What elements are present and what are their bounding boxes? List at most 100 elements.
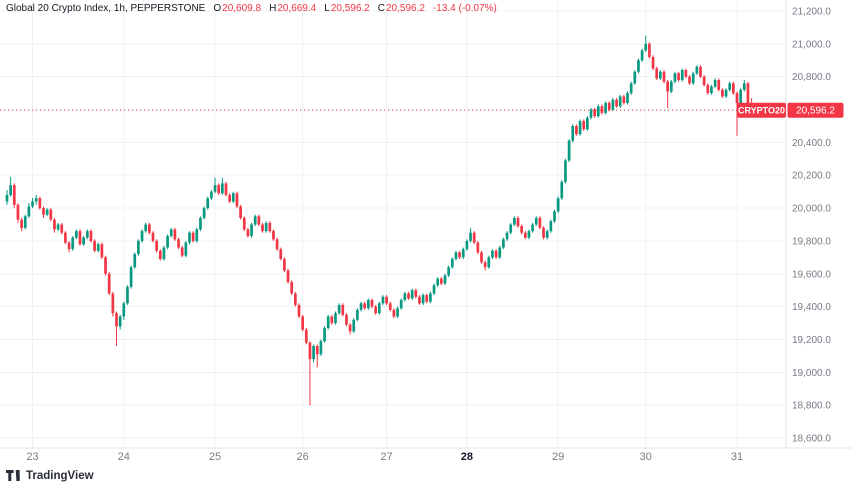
symbol-badge-text: CRYPTO20 — [738, 106, 785, 116]
candle-body — [461, 249, 465, 258]
candle-body — [494, 250, 498, 258]
candle-body — [242, 217, 246, 230]
candle-body — [9, 185, 12, 195]
candle-body — [374, 306, 377, 314]
candle-body — [319, 341, 323, 355]
candle-body — [651, 57, 655, 69]
candle-body — [472, 232, 476, 243]
time-axis[interactable]: 23 24 25 26 27 28 29 30 31 — [26, 451, 743, 463]
candle-body — [210, 191, 213, 199]
candle-body — [553, 211, 556, 222]
candle-body — [516, 217, 520, 227]
price-tick-label: 19,400.0 — [792, 302, 831, 313]
candle-body — [607, 103, 611, 110]
candle-body — [231, 193, 235, 202]
candle-body — [180, 247, 184, 256]
candle-body — [713, 80, 717, 87]
candle-body — [228, 194, 231, 202]
time-tick-label: 29 — [552, 451, 564, 463]
candle-body — [151, 232, 155, 241]
candle-body — [367, 300, 370, 309]
candle-body — [352, 319, 356, 332]
ohlc-close: C 20,596.2 — [378, 3, 425, 14]
candle-body — [425, 295, 429, 302]
candle-body — [217, 185, 221, 194]
candle-body — [89, 231, 93, 241]
candle-body — [82, 237, 85, 245]
candle-body — [290, 282, 294, 294]
candle-body — [684, 70, 688, 77]
candle-body — [42, 208, 45, 215]
candle-body — [480, 252, 483, 263]
candle-body — [699, 66, 702, 77]
candle-body — [137, 240, 140, 254]
candle-body — [432, 285, 436, 294]
candle-body — [403, 293, 407, 301]
candle-body — [688, 76, 691, 84]
candle-body — [429, 293, 432, 302]
candle-body — [392, 309, 396, 317]
price-tick-label: 18,600.0 — [792, 434, 831, 445]
candle-body — [615, 99, 618, 107]
candle-body — [235, 193, 239, 207]
price-tick-label: 18,800.0 — [792, 401, 831, 412]
gridlines — [0, 0, 786, 448]
candle-body — [206, 198, 210, 209]
candle-body — [706, 84, 710, 94]
time-tick-label: 26 — [296, 451, 308, 463]
candle-body — [399, 300, 403, 309]
candle-body — [341, 305, 345, 315]
candle-body — [107, 273, 111, 294]
candle-body — [301, 316, 304, 330]
candle-body — [5, 194, 9, 202]
candle-body — [721, 89, 724, 97]
candle-body — [334, 313, 337, 324]
price-tick-label: 19,600.0 — [792, 269, 831, 280]
candle-body — [38, 198, 42, 209]
candle-body — [644, 43, 648, 51]
candle-body — [129, 267, 133, 287]
candle-body — [531, 224, 534, 232]
candle-body — [626, 93, 629, 103]
tradingview-logo[interactable]: TradingView — [6, 470, 94, 482]
candle-body — [465, 240, 469, 250]
price-axis[interactable]: 21,200.021,000.020,800.020,600.020,400.0… — [792, 7, 831, 445]
price-tick-label: 19,000.0 — [792, 368, 831, 379]
time-tick-label: 25 — [209, 451, 221, 463]
candle-body — [345, 314, 348, 325]
candle-body — [662, 71, 666, 82]
candle-body — [315, 346, 319, 355]
candle-body — [527, 231, 531, 238]
candle-body — [268, 222, 272, 232]
candle-body — [261, 224, 264, 232]
time-tick-label: 24 — [118, 451, 130, 463]
candle-body — [436, 278, 440, 286]
candle-body — [487, 257, 491, 268]
ohlc-low-label: L — [324, 3, 330, 14]
candle-body — [155, 240, 158, 251]
candle-body — [115, 313, 118, 327]
candle-body — [618, 96, 622, 107]
candle-body — [575, 126, 578, 135]
candle-body — [27, 206, 31, 217]
candle-body — [702, 76, 706, 85]
candle-body — [695, 66, 699, 74]
candle-body — [732, 83, 735, 94]
candle-body — [637, 60, 640, 72]
candle-body — [414, 290, 418, 297]
change-value: -13.4 (-0.07%) — [432, 3, 497, 14]
candle-body — [169, 229, 173, 236]
candle-body — [600, 106, 604, 113]
candle-body — [717, 80, 721, 90]
candle-body — [96, 244, 100, 251]
candle-body — [297, 305, 301, 317]
symbol-title[interactable]: Global 20 Crypto Index, 1h, PEPPERSTONE — [6, 3, 206, 14]
candle-body — [669, 81, 673, 92]
tradingview-icon — [6, 470, 20, 481]
candle-body — [407, 293, 410, 299]
candle-body — [586, 117, 589, 130]
candle-body — [388, 303, 392, 310]
candle-body — [655, 68, 659, 79]
candle-body — [78, 231, 82, 245]
